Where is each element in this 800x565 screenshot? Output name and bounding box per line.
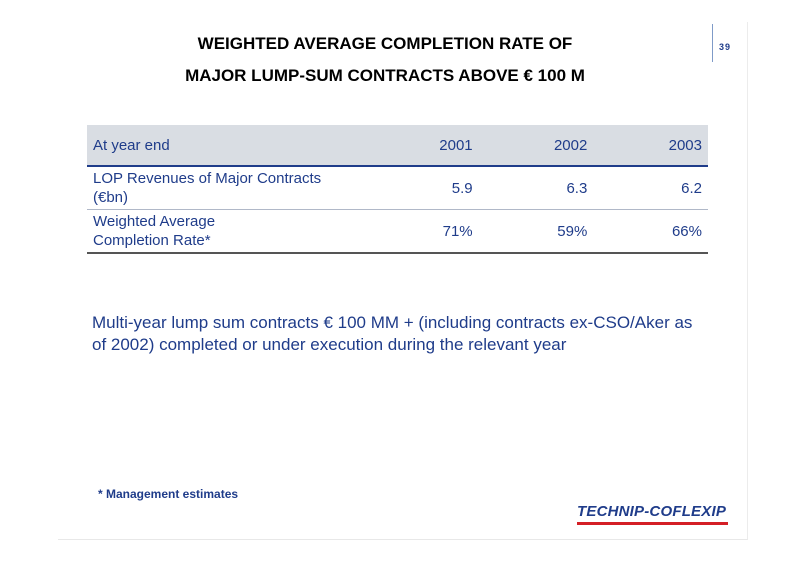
column-header-label: At year end xyxy=(87,125,364,167)
cell-value: 6.2 xyxy=(593,166,708,210)
slide-frame xyxy=(58,22,748,540)
row-label-line-2: Completion Rate* xyxy=(93,232,211,249)
table-row: LOP Revenues of Major Contracts (€bn) 5.… xyxy=(87,166,708,210)
cell-value: 71% xyxy=(364,209,479,254)
table-header-row: At year end 2001 2002 2003 xyxy=(87,125,708,167)
table-row: Weighted Average Completion Rate* 71% 59… xyxy=(87,209,708,254)
company-logo: TECHNIP-COFLEXIP xyxy=(577,503,727,520)
column-header-2001: 2001 xyxy=(364,125,479,167)
slide-title-line-1: WEIGHTED AVERAGE COMPLETION RATE OF xyxy=(197,34,573,53)
footnote: * Management estimates xyxy=(98,487,239,501)
slide-title-line-2: MAJOR LUMP-SUM CONTRACTS ABOVE € 100 M xyxy=(185,66,585,85)
row-label-lop-revenues: LOP Revenues of Major Contracts (€bn) xyxy=(87,166,364,210)
title-divider xyxy=(712,24,713,62)
cell-value: 5.9 xyxy=(364,166,479,210)
page-number: 39 xyxy=(719,42,732,52)
row-label-line-2: (€bn) xyxy=(93,189,129,206)
completion-rate-table: At year end 2001 2002 2003 LOP Revenues … xyxy=(87,125,708,254)
logo-underline-bar xyxy=(577,522,728,525)
cell-value: 6.3 xyxy=(478,166,594,210)
row-label-line-1: LOP Revenues of Major Contracts xyxy=(93,170,322,187)
column-header-2002: 2002 xyxy=(478,125,594,167)
row-label-completion-rate: Weighted Average Completion Rate* xyxy=(87,209,364,254)
cell-value: 59% xyxy=(478,209,594,254)
column-header-2003: 2003 xyxy=(593,125,708,167)
explanatory-note: Multi-year lump sum contracts € 100 MM +… xyxy=(92,313,693,354)
row-label-line-1: Weighted Average xyxy=(93,213,216,230)
cell-value: 66% xyxy=(593,209,708,254)
